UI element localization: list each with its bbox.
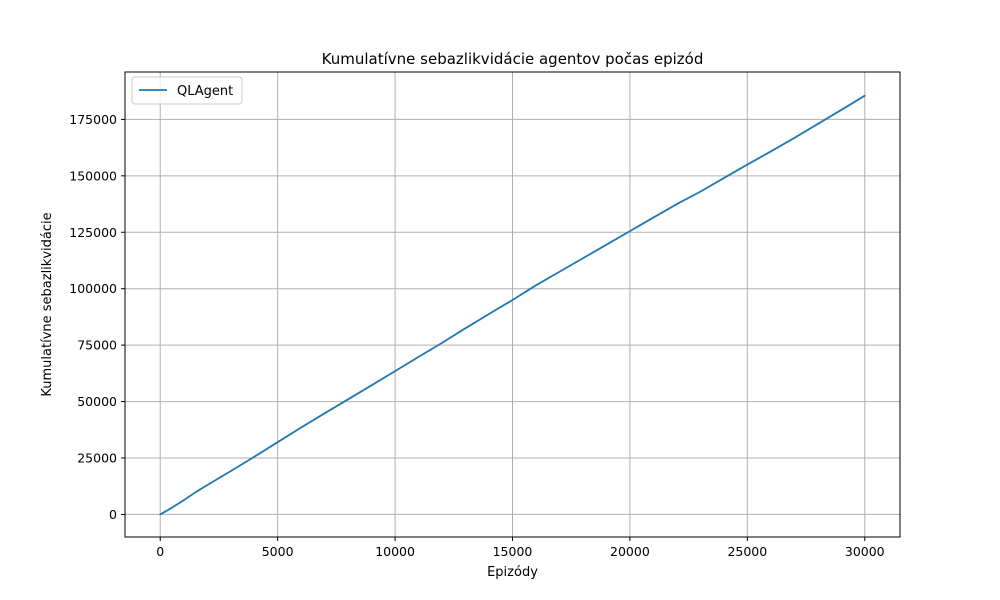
x-tick-label: 30000	[845, 544, 885, 559]
legend-label-qlagent: QLAgent	[177, 84, 233, 99]
axis-ticks: 0 5000 10000 15000 20000 25000 30000 0 25000 5000…	[69, 112, 884, 559]
legend-box	[131, 76, 243, 105]
x-tick-label: 5000	[262, 544, 294, 559]
chart-title: Kumulatívne sebazlikvidácie agentov poča…	[322, 50, 704, 68]
x-tick-label: 20000	[610, 544, 650, 559]
x-axis-label: Epizódy	[487, 565, 538, 580]
series-line-qlagent	[159, 94, 866, 516]
x-tick-label: 15000	[493, 544, 533, 559]
y-tick-label: 25000	[77, 450, 117, 465]
legend: QLAgent	[131, 76, 243, 105]
y-tick-label: 50000	[77, 394, 117, 409]
y-tick-label: 175000	[69, 112, 117, 127]
y-axis-label: Kumulatívne sebazlikvidácie	[40, 212, 55, 396]
y-tick-label: 75000	[77, 338, 117, 353]
x-tick-label: 25000	[727, 544, 767, 559]
x-tick-label: 0	[156, 544, 164, 559]
y-tick-label: 100000	[69, 281, 117, 296]
series-layer	[159, 94, 866, 516]
y-tick-label: 0	[109, 507, 117, 522]
x-tick-label: 10000	[375, 544, 415, 559]
y-tick-label: 125000	[69, 225, 117, 240]
y-tick-label: 150000	[69, 168, 117, 183]
grid-lines	[125, 72, 900, 537]
